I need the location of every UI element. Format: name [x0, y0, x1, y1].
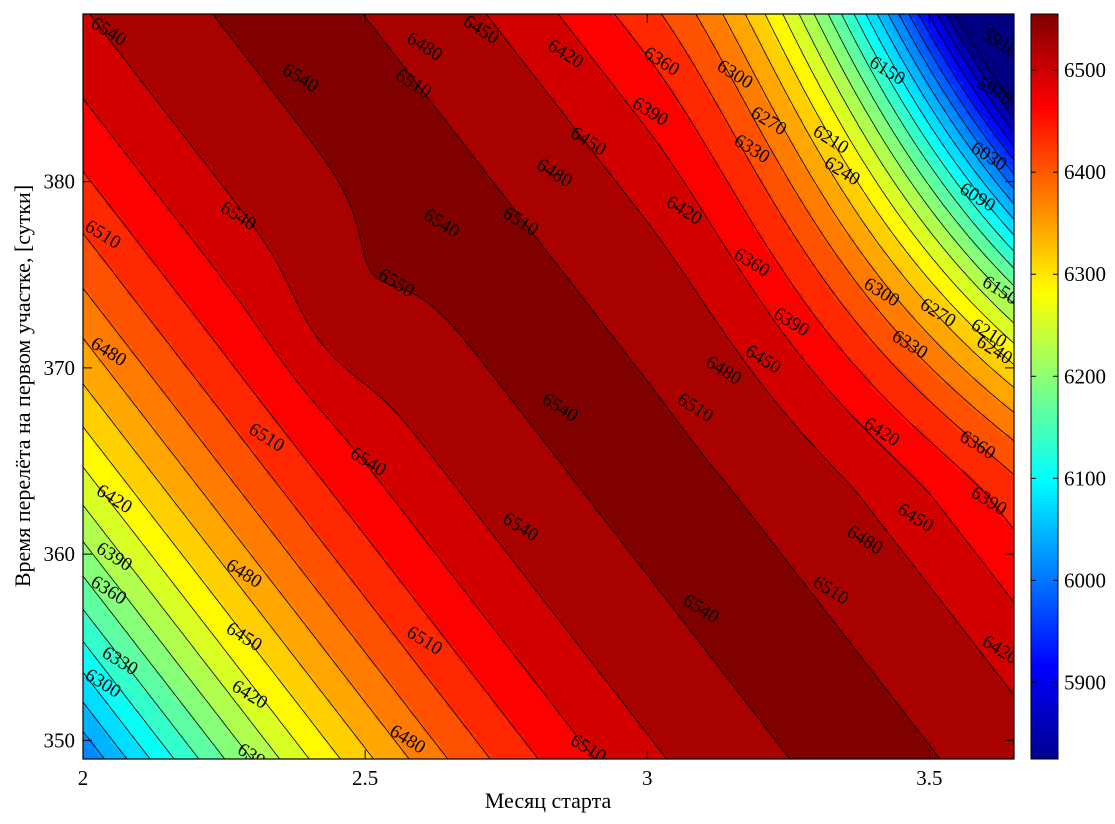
contour-line [83, 14, 1014, 759]
x-tick-label: 3 [642, 766, 653, 790]
plot-frame [82, 13, 1015, 760]
colorbar-tick-label: 6500 [1064, 58, 1106, 82]
colorbar-tick-label: 6300 [1064, 262, 1106, 286]
contour-line [212, 14, 941, 759]
colorbar-tick-label: 6000 [1064, 568, 1106, 592]
y-axis-label: Время перелёта на первом участке, [сутки… [10, 185, 35, 587]
contour-lines [83, 14, 1014, 759]
contour-line [908, 14, 1014, 175]
contour-line [954, 14, 1014, 107]
contour-line [83, 14, 1014, 759]
x-axis-label: Месяц старта [485, 788, 612, 813]
contour-line [946, 14, 1014, 120]
colorbar-tick-label: 6100 [1064, 466, 1106, 490]
y-tick-label: 350 [44, 728, 76, 752]
x-tick-label: 2.5 [352, 766, 378, 790]
y-tick-label: 380 [44, 170, 76, 194]
contour-line [83, 14, 1014, 759]
colorbar-tick-label: 6400 [1064, 160, 1106, 184]
contour-label: 6360 [228, 758, 271, 796]
colorbar-tick-label: 5900 [1064, 670, 1106, 694]
x-axis: 2 2.5 3 3.5 [78, 14, 942, 790]
contour-line [898, 14, 1014, 190]
contour-line [83, 14, 1014, 759]
x-tick-label: 3.5 [916, 766, 942, 790]
contour-label: 6330 [234, 799, 277, 824]
contour-fill [83, 14, 1014, 759]
contour-label: 6270 [132, 802, 175, 824]
contour-label: 6450 [375, 776, 418, 814]
contour-line [83, 14, 1014, 759]
x-tick-label: 2 [78, 766, 89, 790]
colorbar-tick-label: 6200 [1064, 364, 1106, 388]
colorbar-gradient [1030, 13, 1059, 760]
contour-label: 6510 [956, 763, 999, 801]
contour-line [918, 14, 1014, 161]
colorbar-ticks: 5900 6000 6100 6200 6300 6400 6500 [1031, 58, 1106, 694]
y-tick-label: 370 [44, 356, 76, 380]
contour-line [83, 14, 1014, 759]
y-tick-label: 360 [44, 542, 76, 566]
contour-line [83, 14, 1014, 759]
y-axis: 350 360 370 380 [44, 170, 1014, 752]
contour-line [83, 14, 1014, 759]
contour-line [89, 14, 1014, 759]
contour-line [83, 14, 1014, 759]
colorbar: 5900 6000 6100 6200 6300 6400 6500 [1030, 13, 1106, 760]
contour-line [83, 14, 1014, 759]
contour-line [83, 14, 1014, 759]
